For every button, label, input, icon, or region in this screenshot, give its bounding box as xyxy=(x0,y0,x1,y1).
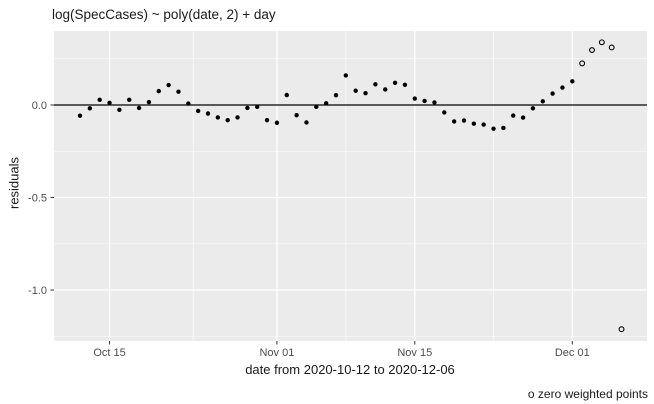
data-point xyxy=(383,87,388,92)
data-point xyxy=(264,117,270,123)
data-point xyxy=(451,119,457,124)
data-point xyxy=(107,100,112,105)
data-point xyxy=(215,115,221,120)
data-point xyxy=(560,85,565,90)
data-point xyxy=(333,92,339,98)
plot-panel-background xyxy=(54,31,647,341)
data-point xyxy=(422,98,427,104)
data-point xyxy=(432,100,437,105)
data-point xyxy=(186,101,191,106)
data-point xyxy=(314,104,319,110)
data-point xyxy=(195,108,201,114)
data-point xyxy=(284,92,289,98)
x-axis-title: date from 2020-10-12 to 2020-12-06 xyxy=(245,362,455,377)
data-point xyxy=(255,104,260,110)
x-tick-label: Nov 15 xyxy=(397,347,432,359)
data-point xyxy=(235,115,240,120)
data-point xyxy=(530,106,536,111)
data-point xyxy=(156,88,161,94)
data-point xyxy=(511,113,516,118)
data-point xyxy=(136,105,142,111)
data-point xyxy=(540,99,545,104)
data-point xyxy=(146,99,152,105)
data-point xyxy=(245,105,250,111)
y-tick-label: -1.0 xyxy=(28,285,47,297)
data-point xyxy=(353,88,358,93)
data-point xyxy=(461,118,467,123)
data-point xyxy=(373,82,378,87)
zero-weighted-point xyxy=(579,60,586,67)
data-point xyxy=(392,80,398,86)
data-point xyxy=(550,91,555,96)
y-tick-label: -0.5 xyxy=(28,192,47,204)
data-point xyxy=(501,125,506,131)
data-point xyxy=(77,113,83,118)
y-axis-title: residuals xyxy=(6,156,22,210)
data-point xyxy=(97,97,102,103)
data-point xyxy=(363,90,368,96)
data-point xyxy=(304,120,309,125)
data-point xyxy=(402,82,408,88)
data-point xyxy=(176,89,181,94)
zero-weighted-point xyxy=(598,39,605,46)
data-point xyxy=(225,117,230,123)
x-tick-label: Oct 15 xyxy=(93,347,125,359)
zero-weighted-point xyxy=(608,44,615,51)
zero-weighted-point xyxy=(589,47,595,54)
data-point xyxy=(491,126,496,131)
data-point xyxy=(343,73,349,78)
data-point xyxy=(127,97,132,103)
data-point xyxy=(205,111,211,116)
data-point xyxy=(117,107,122,113)
data-point xyxy=(294,112,299,118)
data-point xyxy=(412,96,417,101)
zero-weighted-point xyxy=(618,326,625,333)
data-point xyxy=(471,121,477,126)
data-point xyxy=(520,115,526,120)
data-point xyxy=(323,101,329,106)
zero-weighted-caption: o zero weighted points xyxy=(527,387,648,401)
plot-title: log(SpecCases) ~ poly(date, 2) + day xyxy=(52,7,276,22)
x-tick-label: Dec 01 xyxy=(555,347,590,359)
data-point xyxy=(442,110,447,115)
x-tick-label: Nov 01 xyxy=(259,347,294,359)
data-point xyxy=(481,122,486,127)
y-tick-label: 0.0 xyxy=(32,100,47,112)
data-point xyxy=(570,79,575,84)
data-point xyxy=(274,120,280,125)
data-point xyxy=(166,82,171,88)
data-point xyxy=(87,106,93,111)
